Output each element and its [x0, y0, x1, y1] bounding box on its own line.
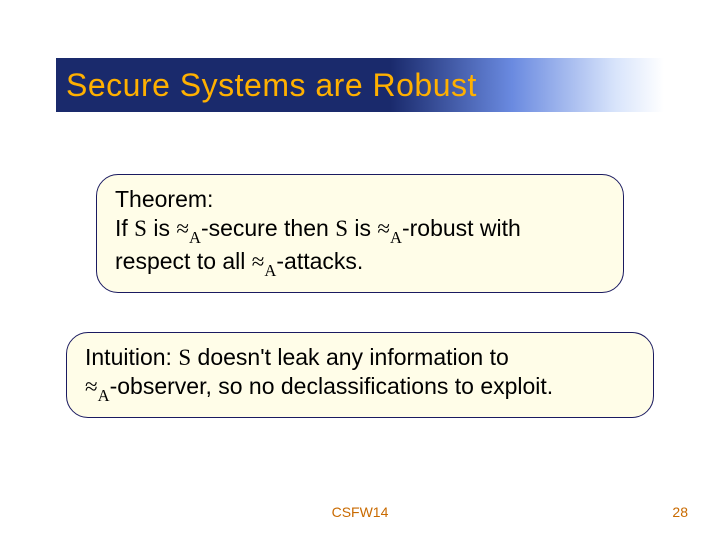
intuition-label: Intuition: — [85, 344, 178, 370]
theorem-text: Theorem: If S is ≈A-secure then S is ≈A-… — [115, 185, 605, 280]
footer-center: CSFW14 — [0, 504, 720, 520]
theorem-label: Theorem: — [115, 186, 213, 212]
text: doesn't leak any information to — [191, 344, 509, 370]
symbol-S: S — [335, 216, 348, 241]
title-bar: Secure Systems are Robust — [56, 58, 664, 112]
intuition-box: Intuition: S doesn't leak any informatio… — [66, 332, 654, 418]
approx-icon: ≈ — [377, 216, 390, 241]
text: -observer, so no declassifications to ex… — [110, 373, 554, 399]
approx-icon: ≈ — [176, 216, 189, 241]
text: is — [147, 215, 176, 241]
approx-icon: ≈ — [85, 374, 98, 399]
subscript-A: A — [98, 386, 110, 405]
subscript-A: A — [390, 228, 402, 247]
text: -secure then — [201, 215, 335, 241]
text: -robust with — [402, 215, 521, 241]
subscript-A: A — [264, 261, 276, 280]
text: is — [348, 215, 377, 241]
symbol-S: S — [134, 216, 147, 241]
slide-title: Secure Systems are Robust — [66, 67, 477, 104]
approx-icon: ≈ — [252, 249, 265, 274]
slide: Secure Systems are Robust Theorem: If S … — [0, 0, 720, 540]
theorem-box: Theorem: If S is ≈A-secure then S is ≈A-… — [96, 174, 624, 293]
page-number: 28 — [672, 504, 688, 520]
symbol-S: S — [178, 345, 191, 370]
text: If — [115, 215, 134, 241]
text: -attacks. — [276, 248, 363, 274]
subscript-A: A — [189, 228, 201, 247]
intuition-text: Intuition: S doesn't leak any informatio… — [85, 343, 635, 405]
text: respect to all — [115, 248, 252, 274]
